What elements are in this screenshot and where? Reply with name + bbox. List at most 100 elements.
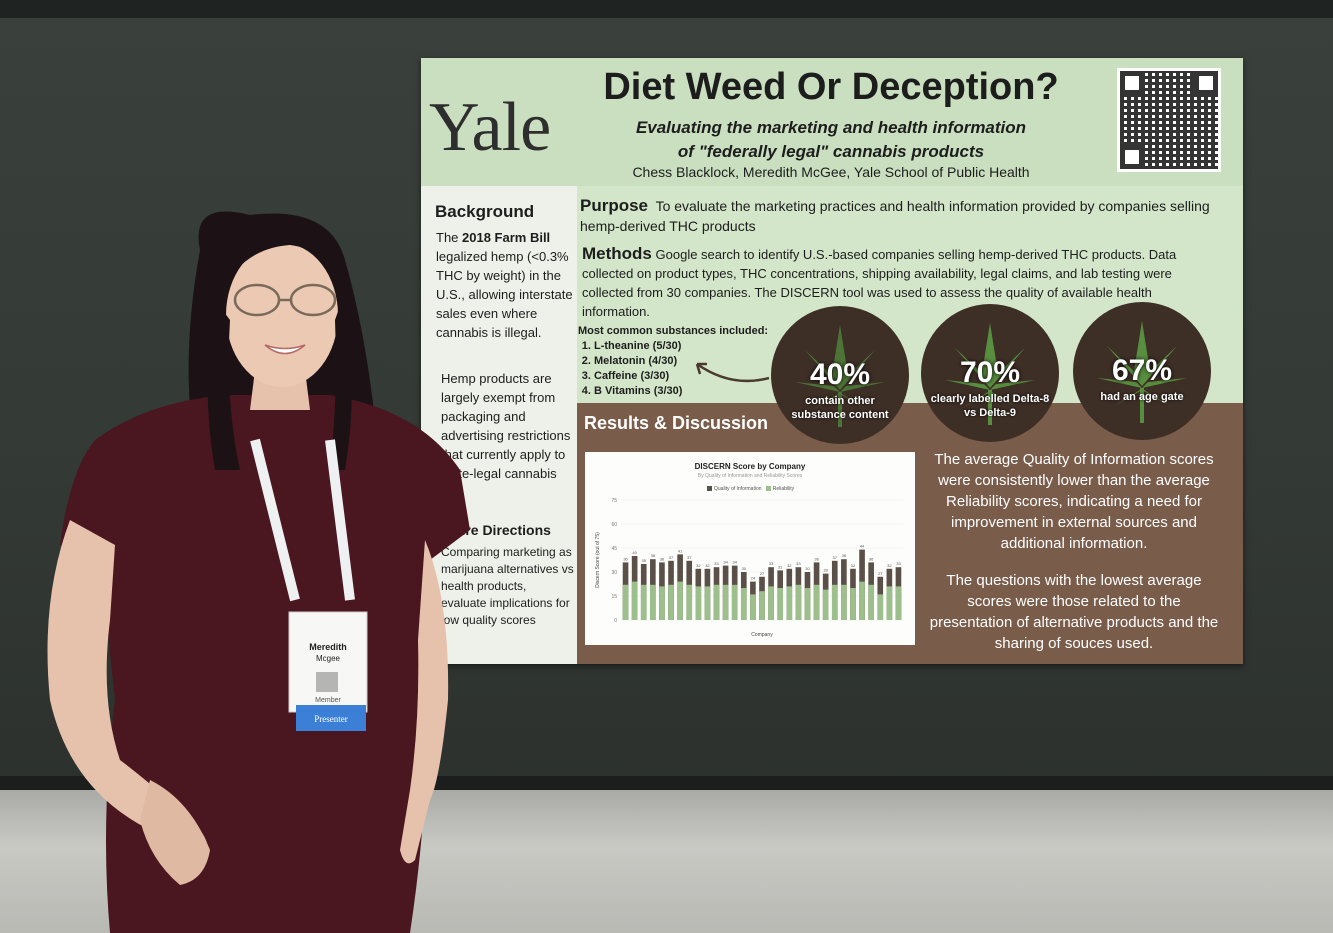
legend-swatch-reliability: [765, 486, 771, 492]
subtitle-line-1: Evaluating the marketing and health info…: [635, 118, 1027, 137]
data-label: 29: [823, 568, 828, 573]
data-label: 33: [769, 561, 774, 566]
subtitle-line-2: of "federally legal" cannabis products: [677, 142, 985, 161]
data-label: 37: [833, 555, 838, 560]
data-label: 33: [796, 561, 801, 566]
data-label: 36: [869, 556, 874, 561]
badge-surname: Mcgee: [316, 654, 341, 663]
data-label: 27: [878, 571, 883, 576]
right-arm: [400, 540, 449, 864]
bar-reliability: [813, 584, 820, 620]
y-tick-label: 60: [611, 522, 617, 528]
chart-title: DISCERN Score by Company: [694, 462, 806, 471]
cannabis-leaf-icon: [795, 325, 885, 427]
data-label: 33: [714, 561, 719, 566]
bar-reliability: [740, 588, 747, 620]
chart-plot: 0 15 30 45 60 75 36 40 35 38 36 37 41 37 32 32 33 34 34 30 2…: [595, 498, 903, 638]
stat-circle-67: 67% had an age gate: [1073, 302, 1211, 440]
bar-reliability: [668, 584, 674, 620]
y-tick-label: 15: [611, 594, 617, 600]
y-tick-label: 30: [611, 570, 617, 576]
bar-reliability: [631, 581, 638, 620]
bar-reliability: [650, 584, 656, 620]
legend-reliability: Reliability: [772, 486, 795, 492]
methods-block: Methods Google search to identify U.S.-b…: [582, 244, 1222, 321]
data-label: 34: [732, 560, 737, 565]
bar-reliability: [850, 588, 856, 620]
bar-reliability: [868, 584, 874, 620]
data-label: 40: [632, 550, 637, 555]
data-label: 24: [751, 576, 756, 581]
data-label: 36: [660, 556, 665, 561]
yale-logo: Yale: [429, 89, 551, 166]
arrow-icon: [695, 362, 770, 383]
data-label: 37: [669, 555, 674, 560]
smile: [264, 344, 306, 355]
stat-circle-40: 40% contain other substance content: [771, 306, 909, 444]
poster-authors: Chess Blacklock, Meredith McGee, Yale Sc…: [632, 164, 1030, 180]
wall-top-trim: [0, 0, 1333, 18]
stat-label: had an age gate: [1100, 391, 1184, 403]
list-item: Melatonin (4/30): [594, 354, 768, 369]
bar-reliability: [877, 594, 884, 620]
data-label: 32: [887, 563, 892, 568]
background-heading: Background: [435, 202, 535, 221]
bar-reliability: [686, 584, 693, 620]
data-label: 37: [687, 555, 692, 560]
y-axis-label: Discern Score (out of 75): [595, 532, 601, 588]
glasses-icon: [233, 283, 337, 317]
bar-reliability: [777, 588, 784, 620]
data-label: 41: [678, 548, 683, 553]
stat-circle-70: 70% clearly labelled Delta-8 vs Delta-9: [921, 304, 1059, 442]
left-hand: [140, 780, 210, 885]
bar-reliability: [695, 586, 702, 620]
data-label: 32: [696, 563, 701, 568]
data-label: 34: [723, 560, 728, 565]
qr-code-icon: [1117, 68, 1221, 172]
badge-role: Presenter: [314, 714, 348, 724]
badge-name: Meredith: [309, 642, 347, 652]
data-label: 32: [787, 563, 792, 568]
background-para-1: The 2018 Farm Bill legalized hemp (<0.3%…: [436, 230, 573, 340]
data-label: 35: [642, 558, 647, 563]
poster-header: [421, 58, 1243, 186]
purpose-heading: Purpose: [580, 196, 649, 215]
list-item: Caffeine (3/30): [594, 369, 768, 384]
bar-reliability: [786, 586, 793, 620]
face: [226, 243, 338, 387]
data-label: 30: [805, 566, 810, 571]
data-label: 36: [623, 556, 628, 561]
substances-list: Most common substances included: L-thean…: [578, 324, 768, 399]
y-tick-label: 0: [614, 618, 617, 624]
data-label: 27: [760, 571, 765, 576]
purpose-block: Purpose To evaluate the marketing practi…: [580, 196, 1228, 236]
bar-reliability: [750, 594, 756, 620]
chart-subtitle: By Quality of Information and Reliabilit…: [697, 473, 803, 479]
list-item: L-theanine (5/30): [594, 339, 768, 354]
bar-reliability: [895, 586, 902, 620]
x-axis-label: Company: [751, 632, 773, 638]
stat-label: contain other substance content: [791, 395, 889, 421]
poster-subtitle: Evaluating the marketing and health info…: [601, 116, 1061, 164]
stat-percent: 67%: [1111, 354, 1173, 387]
discern-chart: DISCERN Score by Company By Quality of I…: [585, 452, 915, 645]
bar-reliability: [722, 584, 729, 620]
chart-legend: Quality of Information Reliability: [707, 486, 794, 492]
stat-label: clearly labelled Delta-8 vs Delta-9: [930, 393, 1050, 419]
stat-percent: 40%: [809, 358, 871, 391]
data-label: 33: [896, 561, 901, 566]
bar-reliability: [804, 588, 811, 620]
results-para-2: The questions with the lowest average sc…: [929, 572, 1219, 652]
legend-quality: Quality of Information: [714, 486, 762, 492]
presenter-ribbon: [296, 705, 366, 731]
bar-reliability: [713, 584, 720, 620]
bar-reliability: [822, 589, 829, 620]
methods-heading: Methods: [582, 244, 652, 263]
data-label: 36: [814, 556, 819, 561]
data-label: 38: [842, 553, 847, 558]
results-para-1: The average Quality of Information score…: [934, 451, 1214, 552]
data-label: 44: [860, 544, 865, 549]
bar-reliability: [677, 581, 683, 620]
bar-reliability: [768, 586, 774, 620]
bar-reliability: [841, 584, 847, 620]
